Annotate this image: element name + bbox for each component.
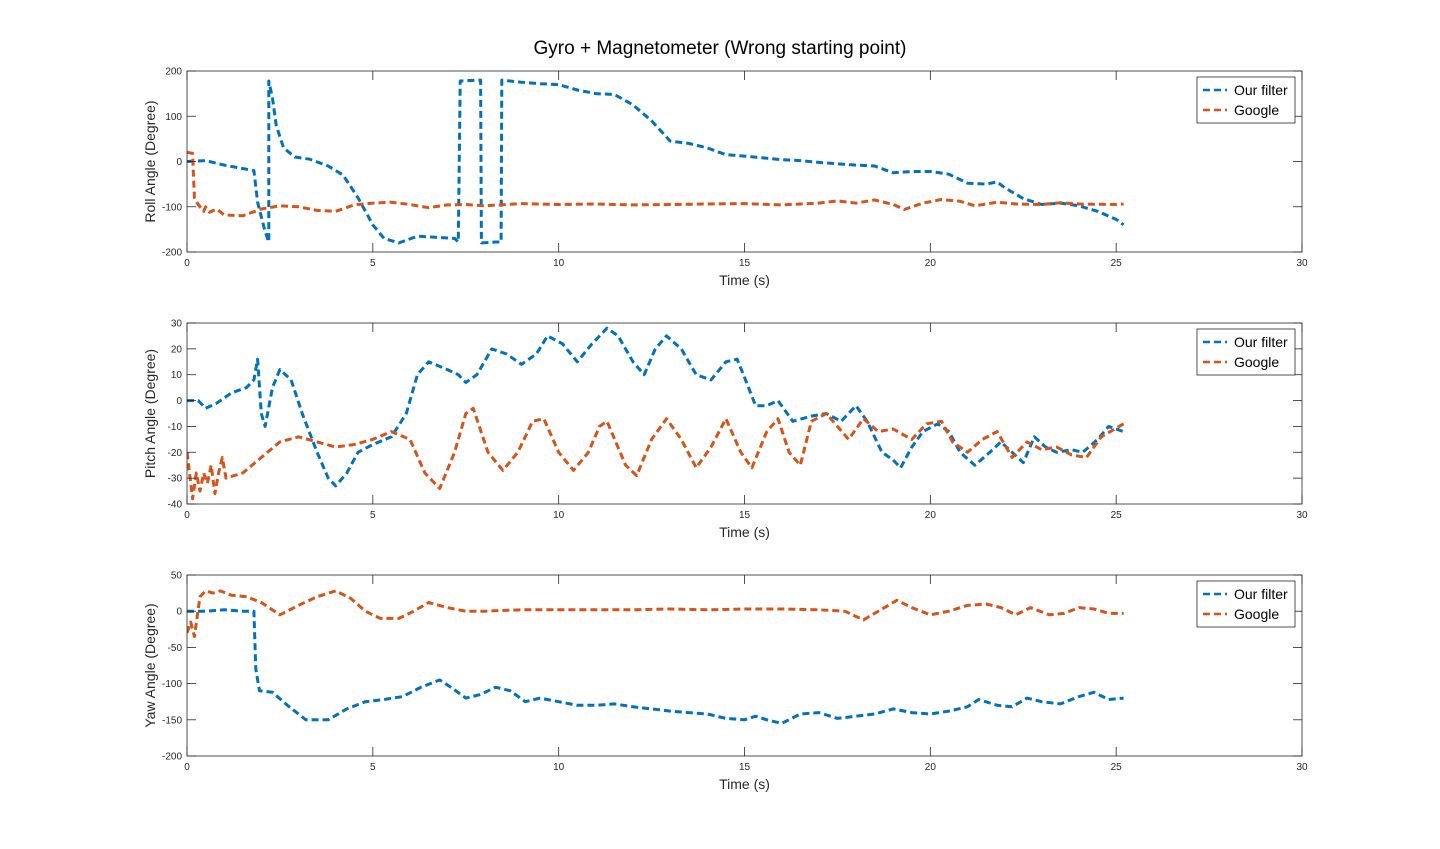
yaw-y-tick-label: 50 bbox=[171, 571, 183, 582]
pitch-y-tick-label: 0 bbox=[176, 396, 182, 407]
yaw-x-tick-label: 10 bbox=[553, 762, 565, 773]
pitch-legend-label: Google bbox=[1234, 354, 1279, 370]
pitch-x-tick-label: 15 bbox=[739, 510, 751, 521]
pitch-x-tick-label: 30 bbox=[1296, 510, 1308, 521]
roll-series-group bbox=[187, 78, 1125, 245]
yaw-legend-label: Google bbox=[1234, 606, 1279, 622]
roll-legend-box bbox=[1196, 76, 1296, 124]
yaw-y-tick-label: 0 bbox=[176, 607, 182, 618]
pitch-y-tick-label: -40 bbox=[168, 500, 183, 511]
roll-series-line-our-filter bbox=[187, 78, 1125, 245]
roll-legend-label: Our filter bbox=[1234, 82, 1288, 98]
roll-x-tick-label: 10 bbox=[553, 258, 565, 269]
pitch-x-tick-label: 20 bbox=[925, 510, 937, 521]
pitch-legend-label: Our filter bbox=[1234, 334, 1288, 350]
roll-y-tick-label: 0 bbox=[176, 157, 182, 168]
pitch-y-tick-label: -10 bbox=[168, 422, 183, 433]
pitch-y-tick-label: -20 bbox=[168, 448, 183, 459]
yaw-series-line-google bbox=[187, 589, 1124, 638]
roll-x-tick-label: 15 bbox=[739, 258, 751, 269]
pitch-x-tick-label: 10 bbox=[553, 510, 565, 521]
yaw-y-tick-label: -100 bbox=[162, 679, 182, 690]
roll-series-line-google bbox=[187, 150, 1124, 218]
pitch-y-axis-label: Pitch Angle (Degree) bbox=[142, 349, 158, 478]
roll-y-tick-label: -200 bbox=[162, 248, 182, 259]
yaw-x-tick-label: 25 bbox=[1111, 762, 1123, 773]
yaw-y-tick-label: -50 bbox=[168, 643, 183, 654]
pitch-x-tick-label: 5 bbox=[370, 510, 376, 521]
yaw-x-tick-label: 30 bbox=[1296, 762, 1308, 773]
roll-x-tick-label: 0 bbox=[184, 258, 190, 269]
yaw-series-group bbox=[187, 589, 1124, 725]
roll-x-tick-label: 25 bbox=[1111, 258, 1123, 269]
pitch-subplot: 0 5 10 15 20 25 30 -40 -30 -20 -10 0 10 20 30 Time (s) P… bbox=[142, 319, 1308, 541]
pitch-series-group bbox=[187, 326, 1125, 501]
roll-x-axis-label: Time (s) bbox=[719, 272, 770, 288]
roll-legend: Our filter Google bbox=[1196, 76, 1296, 124]
pitch-x-tick-label: 0 bbox=[184, 510, 190, 521]
roll-y-tick-label: -100 bbox=[162, 202, 182, 213]
roll-x-tick-label: 30 bbox=[1296, 258, 1308, 269]
figure-title: Gyro + Magnetometer (Wrong starting poin… bbox=[534, 38, 907, 59]
pitch-y-tick-label: 30 bbox=[171, 319, 183, 330]
yaw-legend: Our filter Google bbox=[1196, 580, 1296, 628]
yaw-x-tick-label: 0 bbox=[184, 762, 190, 773]
yaw-subplot: 0 5 10 15 20 25 30 -200 -150 -100 -50 0 50 Time (s) Ya… bbox=[142, 571, 1308, 793]
pitch-legend-box bbox=[1196, 328, 1296, 376]
roll-y-tick-label: 200 bbox=[165, 67, 182, 78]
pitch-x-axis-label: Time (s) bbox=[719, 524, 770, 540]
roll-y-tick-label: 100 bbox=[165, 112, 182, 123]
yaw-y-tick-label: -200 bbox=[162, 752, 182, 763]
yaw-x-tick-label: 15 bbox=[739, 762, 751, 773]
pitch-series-line-our-filter bbox=[187, 326, 1125, 488]
yaw-series-line-our-filter bbox=[187, 608, 1124, 725]
pitch-y-tick-label: -30 bbox=[168, 474, 183, 485]
roll-subplot: 0 5 10 15 20 25 30 -200 -100 0 100 200 Time (s) Roll … bbox=[142, 67, 1308, 289]
yaw-y-tick-label: -150 bbox=[162, 715, 182, 726]
roll-x-tick-label: 20 bbox=[925, 258, 937, 269]
yaw-x-axis-label: Time (s) bbox=[719, 776, 770, 792]
pitch-legend: Our filter Google bbox=[1196, 328, 1296, 376]
yaw-x-tick-label: 5 bbox=[370, 762, 376, 773]
roll-x-tick-label: 5 bbox=[370, 258, 376, 269]
roll-legend-label: Google bbox=[1234, 102, 1279, 118]
pitch-x-tick-label: 25 bbox=[1111, 510, 1123, 521]
roll-y-axis-label: Roll Angle (Degree) bbox=[142, 100, 158, 222]
yaw-legend-label: Our filter bbox=[1234, 586, 1288, 602]
pitch-y-tick-label: 20 bbox=[171, 344, 183, 355]
pitch-series-line-google bbox=[187, 406, 1125, 501]
yaw-y-axis-label: Yaw Angle (Degree) bbox=[142, 603, 158, 727]
pitch-y-tick-label: 10 bbox=[171, 370, 183, 381]
yaw-legend-box bbox=[1196, 580, 1296, 628]
yaw-x-tick-label: 20 bbox=[925, 762, 937, 773]
